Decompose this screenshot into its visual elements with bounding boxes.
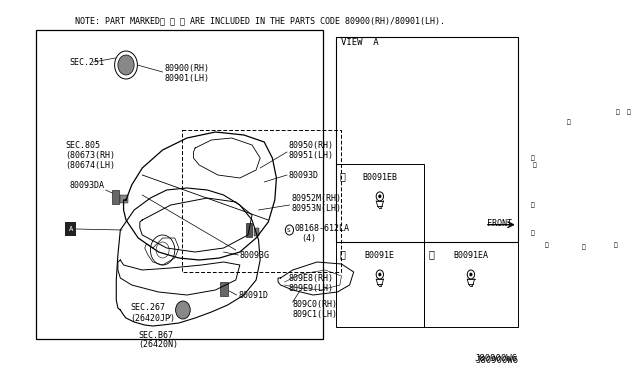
Text: (80674(LH): (80674(LH) bbox=[65, 160, 115, 170]
Text: ⓒ: ⓒ bbox=[531, 155, 534, 161]
Bar bbox=[335, 164, 424, 242]
Text: 809E9(LH): 809E9(LH) bbox=[289, 283, 333, 292]
Text: ⓐ: ⓐ bbox=[340, 249, 346, 259]
Text: ⓐ: ⓐ bbox=[567, 119, 571, 125]
Text: SEC.267: SEC.267 bbox=[130, 304, 165, 312]
Text: ⓐ: ⓐ bbox=[627, 109, 630, 115]
Bar bbox=[253, 228, 259, 236]
Text: 80953N(LH): 80953N(LH) bbox=[291, 203, 341, 212]
Text: (26420N): (26420N) bbox=[138, 340, 178, 350]
Text: SEC.B67: SEC.B67 bbox=[138, 330, 173, 340]
Bar bbox=[112, 190, 118, 204]
Circle shape bbox=[175, 301, 190, 319]
Text: J80900W6: J80900W6 bbox=[476, 356, 518, 365]
Circle shape bbox=[470, 273, 472, 276]
Bar bbox=[335, 37, 518, 242]
Text: 80900(RH): 80900(RH) bbox=[164, 64, 209, 73]
Text: 08168-612LA: 08168-612LA bbox=[294, 224, 349, 232]
Text: 80951(LH): 80951(LH) bbox=[289, 151, 333, 160]
Text: 80093D: 80093D bbox=[289, 170, 319, 180]
Bar bbox=[65, 222, 76, 236]
Text: 809C1(LH): 809C1(LH) bbox=[292, 311, 338, 320]
Text: 80093G: 80093G bbox=[240, 250, 270, 260]
Text: (4): (4) bbox=[301, 234, 316, 243]
Text: ⓐ: ⓐ bbox=[532, 162, 536, 168]
Text: NOTE: PART MARKEDⓐ ⓑ ⓒ ARE INCLUDED IN THE PARTS CODE 80900(RH)/80901(LH).: NOTE: PART MARKEDⓐ ⓑ ⓒ ARE INCLUDED IN T… bbox=[75, 16, 445, 25]
Text: 80952M(RH): 80952M(RH) bbox=[291, 193, 341, 202]
Text: 80091D: 80091D bbox=[238, 291, 268, 299]
Bar bbox=[335, 242, 424, 327]
Text: (80673(RH): (80673(RH) bbox=[65, 151, 115, 160]
Bar bbox=[36, 30, 323, 339]
Text: B0091E: B0091E bbox=[365, 251, 395, 260]
Circle shape bbox=[378, 273, 381, 276]
Text: ⓐ: ⓐ bbox=[531, 230, 534, 236]
Text: VIEW  A: VIEW A bbox=[341, 38, 378, 47]
Bar bbox=[182, 130, 341, 272]
Bar bbox=[120, 195, 129, 203]
Text: A: A bbox=[68, 226, 73, 232]
Text: SEC.251: SEC.251 bbox=[69, 58, 104, 67]
Text: 80093DA: 80093DA bbox=[69, 180, 104, 189]
Text: ⓑ: ⓑ bbox=[428, 249, 434, 259]
Circle shape bbox=[378, 195, 381, 198]
Text: 80901(LH): 80901(LH) bbox=[164, 74, 209, 83]
Text: SEC.805: SEC.805 bbox=[65, 141, 100, 150]
Text: B0091EA: B0091EA bbox=[453, 251, 488, 260]
Bar bbox=[424, 242, 518, 327]
Text: S: S bbox=[287, 228, 291, 232]
Text: 809E8(RH): 809E8(RH) bbox=[289, 273, 333, 282]
Text: (26420JP): (26420JP) bbox=[130, 314, 175, 323]
Bar bbox=[220, 282, 228, 296]
Text: ⓒ: ⓒ bbox=[340, 171, 346, 181]
Text: ⓐ: ⓐ bbox=[531, 202, 534, 208]
Text: B0091EB: B0091EB bbox=[362, 173, 397, 182]
Bar bbox=[246, 223, 252, 237]
Circle shape bbox=[118, 55, 134, 75]
Bar bbox=[565, 163, 598, 188]
Text: ⓐ: ⓐ bbox=[614, 242, 618, 248]
Text: 80950(RH): 80950(RH) bbox=[289, 141, 333, 150]
Text: 809C0(RH): 809C0(RH) bbox=[292, 301, 338, 310]
Text: J80900W6: J80900W6 bbox=[475, 354, 518, 363]
Text: ⓐ: ⓐ bbox=[545, 242, 548, 248]
Text: ⓐ: ⓐ bbox=[582, 244, 586, 250]
Text: FRONT: FRONT bbox=[486, 219, 511, 228]
Text: ⓑ: ⓑ bbox=[616, 109, 620, 115]
